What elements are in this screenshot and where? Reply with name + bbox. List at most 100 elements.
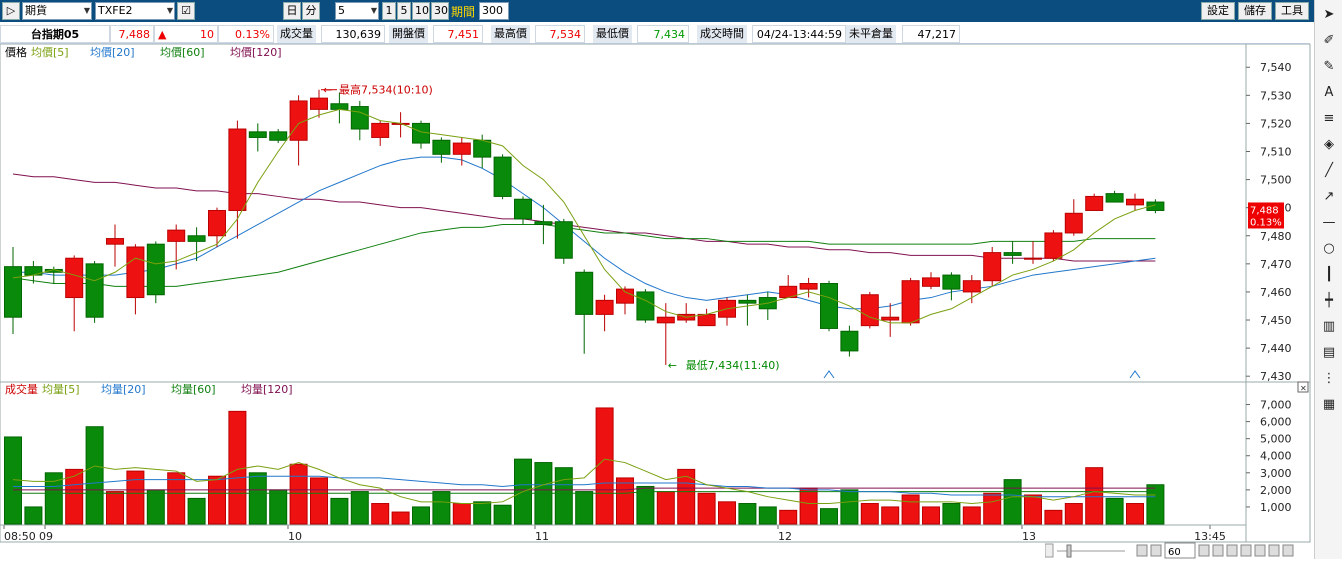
candle-body[interactable] bbox=[1044, 232, 1063, 259]
volume-bar[interactable] bbox=[269, 489, 288, 525]
volume-bar[interactable] bbox=[881, 506, 900, 525]
volume-bar[interactable] bbox=[1126, 503, 1144, 525]
arrow-tool-icon[interactable]: ↗ bbox=[1323, 189, 1335, 204]
fill-icon[interactable]: ◈ bbox=[1324, 137, 1334, 152]
interval-5-button[interactable]: 5 bbox=[397, 2, 411, 20]
save-image-icon[interactable] bbox=[1254, 544, 1266, 557]
volume-bar[interactable] bbox=[942, 503, 961, 525]
candle-body[interactable] bbox=[452, 142, 471, 155]
candle-body[interactable] bbox=[534, 221, 553, 226]
candle-body[interactable] bbox=[473, 139, 492, 158]
volume-bar[interactable] bbox=[371, 503, 390, 525]
kline-chart[interactable]: ✕ 價格 均價[5] 均價[20] 均價[60] 均價[120] 成交量 均量[5] 均量[20… bbox=[0, 44, 1312, 559]
volume-bar[interactable] bbox=[126, 470, 145, 525]
candle-body[interactable] bbox=[1085, 195, 1104, 211]
fibo-icon[interactable]: ⋮ bbox=[1322, 371, 1336, 386]
interval-30-button[interactable]: 30 bbox=[431, 2, 449, 20]
grid-icon[interactable]: ▦ bbox=[1322, 397, 1336, 412]
candle-body[interactable] bbox=[799, 283, 818, 290]
candle-body[interactable] bbox=[289, 100, 308, 141]
volume-bar[interactable] bbox=[718, 501, 736, 525]
volume-bar[interactable] bbox=[922, 506, 940, 525]
candle-body[interactable] bbox=[330, 103, 349, 110]
candle-body[interactable] bbox=[65, 257, 84, 299]
symbol-select[interactable]: TXFE2 bbox=[95, 2, 175, 20]
candle-body[interactable] bbox=[248, 131, 267, 138]
volume-bar[interactable] bbox=[1024, 494, 1042, 525]
lines-icon[interactable]: ≡ bbox=[1323, 111, 1335, 126]
candle-body[interactable] bbox=[167, 229, 186, 242]
volume-bar[interactable] bbox=[758, 506, 777, 525]
candle-body[interactable] bbox=[595, 299, 614, 315]
volume-bar[interactable] bbox=[330, 497, 349, 525]
volume-bar[interactable] bbox=[106, 491, 124, 525]
volume-bar[interactable] bbox=[1064, 503, 1083, 525]
tools-button[interactable]: 工具 bbox=[1275, 2, 1309, 20]
candle-body[interactable] bbox=[208, 209, 226, 237]
excel-icon[interactable] bbox=[1240, 544, 1252, 557]
scroll-left-icon[interactable] bbox=[1044, 543, 1054, 558]
volume-bar[interactable] bbox=[656, 491, 675, 525]
volume-bar[interactable] bbox=[779, 509, 798, 525]
print-icon[interactable] bbox=[1268, 544, 1280, 557]
candle-body[interactable] bbox=[922, 277, 940, 287]
candle-body[interactable] bbox=[269, 131, 288, 141]
volume-bar[interactable] bbox=[24, 506, 43, 525]
interval-select[interactable]: 5 bbox=[335, 2, 379, 20]
volume-bar[interactable] bbox=[616, 477, 634, 525]
candle-body[interactable] bbox=[636, 291, 655, 321]
candle-body[interactable] bbox=[146, 243, 165, 296]
volume-bar[interactable] bbox=[840, 489, 859, 525]
volume-bar[interactable] bbox=[799, 487, 818, 525]
volume-bar[interactable] bbox=[1003, 479, 1022, 525]
settings-button[interactable]: 設定 bbox=[1201, 2, 1235, 20]
circle-icon[interactable]: ○ bbox=[1323, 241, 1335, 256]
zoom-input[interactable] bbox=[1164, 542, 1196, 559]
candle-body[interactable] bbox=[1105, 193, 1124, 203]
volume-bar[interactable] bbox=[473, 501, 492, 525]
candle-body[interactable] bbox=[554, 221, 573, 259]
minute-button[interactable]: 分 bbox=[302, 2, 320, 20]
candle-body[interactable] bbox=[228, 128, 247, 211]
volume-bar[interactable] bbox=[1044, 509, 1063, 525]
volume-bar[interactable] bbox=[820, 508, 838, 525]
category-select[interactable]: 期貨 bbox=[22, 2, 92, 20]
candle-body[interactable] bbox=[860, 294, 879, 327]
volume-bar[interactable] bbox=[554, 467, 573, 525]
candle-body[interactable] bbox=[126, 246, 145, 299]
volume-bar[interactable] bbox=[636, 485, 655, 525]
volume-bar[interactable] bbox=[962, 506, 981, 525]
candle-body[interactable] bbox=[432, 139, 451, 155]
volume-bar[interactable] bbox=[187, 497, 206, 525]
period-input[interactable]: 300 bbox=[479, 2, 509, 20]
candle-body[interactable] bbox=[1126, 198, 1144, 206]
scroll-thumb[interactable] bbox=[1066, 544, 1072, 558]
volume-bar[interactable] bbox=[412, 506, 430, 525]
candle-body[interactable] bbox=[514, 198, 532, 220]
save-button[interactable]: 儲存 bbox=[1238, 2, 1272, 20]
candle-body[interactable] bbox=[962, 280, 981, 293]
candle-body[interactable] bbox=[1064, 212, 1083, 234]
candle-body[interactable] bbox=[840, 330, 859, 352]
candle-body[interactable] bbox=[901, 280, 920, 324]
fullscreen-icon[interactable] bbox=[1198, 544, 1210, 557]
candle-icon[interactable]: ┿ bbox=[1325, 293, 1333, 308]
candle-body[interactable] bbox=[106, 238, 124, 245]
volume-bar[interactable] bbox=[860, 503, 879, 525]
candle-body[interactable] bbox=[820, 283, 838, 329]
eraser-all-icon[interactable]: ✎ bbox=[1323, 59, 1335, 74]
volume-bar[interactable] bbox=[350, 491, 369, 525]
candle-body[interactable] bbox=[575, 271, 594, 315]
hline-icon[interactable]: — bbox=[1322, 215, 1336, 230]
volume-bar[interactable] bbox=[1085, 467, 1104, 525]
volume-bar[interactable] bbox=[901, 494, 920, 525]
candle-body[interactable] bbox=[656, 316, 675, 324]
candle-body[interactable] bbox=[881, 316, 900, 321]
cursor-icon[interactable]: ➤ bbox=[1323, 7, 1335, 22]
zoom-in-icon[interactable] bbox=[1150, 544, 1162, 557]
candle-body[interactable] bbox=[738, 299, 757, 304]
interval-1-button[interactable]: 1 bbox=[382, 2, 396, 20]
volume-bar[interactable] bbox=[432, 491, 451, 525]
volume-bar[interactable] bbox=[575, 491, 594, 525]
volume-bar[interactable] bbox=[248, 472, 267, 525]
